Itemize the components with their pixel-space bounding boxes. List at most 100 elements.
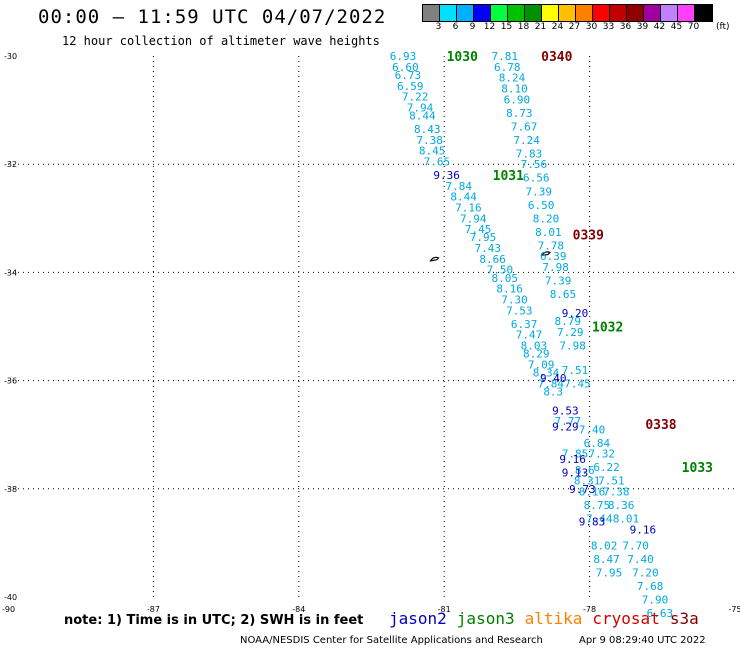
swh-label-s3a: 6.78 [494, 61, 521, 74]
color-scale-label: 3 [435, 22, 442, 32]
swh-label-s3a: 8.20 [533, 212, 560, 225]
swh-label-s3a: 7.81 [492, 50, 519, 63]
swh-label-s3a: 6.84 [584, 437, 611, 450]
color-scale-label: 45 [670, 22, 683, 32]
swh-label-jason3: 7.84 [445, 180, 472, 193]
swh-label-jason3: 6.73 [395, 69, 422, 82]
swh-label-jason2: 9.29 [552, 421, 579, 434]
y-tick-label: -40 [4, 593, 17, 602]
swh-label-jason3: 7.43 [475, 242, 502, 255]
color-scale-swatch [559, 5, 576, 21]
wave-height-color-scale [422, 4, 713, 22]
swh-label-s3a: 8.73 [506, 107, 533, 120]
swh-label-jason3: 6.59 [397, 80, 424, 93]
swh-label-s3a: 8.01 [613, 513, 640, 526]
color-scale-swatch [423, 5, 440, 21]
track-time-label: 0339 [573, 229, 604, 244]
color-scale-unit: (ft) [716, 22, 730, 32]
swh-label-s3a: 7.39 [525, 185, 552, 198]
color-scale-label: 70 [687, 22, 700, 32]
coastline-mark [540, 251, 552, 257]
swh-label-s3a: 6.39 [540, 250, 567, 263]
swh-label-jason3: 7.22 [402, 91, 429, 104]
swh-label-jason2: 9.53 [552, 404, 579, 417]
swh-label-jason3: 8.45 [419, 145, 446, 158]
swh-label-s3a: 7.51 [598, 475, 625, 488]
track-time-label: 0338 [645, 418, 676, 433]
swh-label-s3a: 7.29 [557, 326, 584, 339]
swh-label-s3a: 7.51 [562, 364, 589, 377]
legend-item-s3a: s3a [669, 609, 699, 628]
swh-label-jason2: 9.40 [540, 372, 567, 385]
swh-label-jason3: 8.3 [543, 385, 563, 398]
swh-label-jason2: 9.16 [630, 523, 657, 536]
x-tick-label: -84 [292, 605, 305, 614]
swh-label-s3a: 7.83 [516, 147, 543, 160]
swh-label-jason3: 7.95 [596, 567, 623, 580]
swh-label-s3a: 6.56 [523, 172, 550, 185]
swh-label-jason3: 7.95 [470, 231, 497, 244]
swh-label-jason3: 7.50 [487, 264, 514, 277]
color-scale-label: 24 [551, 22, 564, 32]
swh-label-s3a: 7.78 [538, 239, 565, 252]
swh-label-s3a: 8.65 [550, 288, 577, 301]
grid-layer [8, 56, 735, 597]
swh-label-jason3: 8.16 [579, 486, 606, 499]
coastline-marks [429, 251, 552, 262]
color-scale-label: 15 [500, 22, 513, 32]
y-tick-label: -32 [4, 160, 17, 169]
track-time-labels: 1030 0340 1031 0339 1032 0338 1033 [447, 50, 713, 476]
swh-label-s3a: 7.98 [542, 261, 569, 274]
swh-label-jason2: 9.16 [559, 453, 586, 466]
swh-label-jason2: 9.20 [562, 307, 589, 320]
color-scale-label: 6 [452, 22, 459, 32]
swh-data-labels: 6.936.606.736.597.227.948.448.437.388.45… [390, 50, 673, 620]
swh-label-jason3: 7.53 [506, 304, 533, 317]
swh-label-jason3: 8.44 [409, 110, 436, 123]
y-tick-label: -38 [4, 485, 17, 494]
swh-label-jason3: 7.09 [528, 358, 555, 371]
swh-label-s3a: 7.56 [521, 158, 548, 171]
swh-label-jason3: 7.44 [586, 513, 613, 526]
color-scale-swatch [474, 5, 491, 21]
color-scale-swatch [576, 5, 593, 21]
track-time-label: 1033 [682, 461, 713, 476]
swh-label-s3a: 8.24 [499, 72, 526, 85]
swh-label-jason3: 8.34 [533, 366, 560, 379]
swh-label-jason2: 9.13 [562, 467, 589, 480]
color-scale-label: 27 [568, 22, 581, 32]
color-scale-swatch [491, 5, 508, 21]
swh-label-jason3: 7.16 [455, 201, 482, 214]
footer-note: note: 1) Time is in UTC; 2) SWH is in fe… [64, 613, 364, 628]
swh-label-jason3: 6.37 [511, 318, 538, 331]
color-scale-swatch [440, 5, 457, 21]
swh-label-jason3: 8.47 [593, 553, 620, 566]
color-scale-swatch [593, 5, 610, 21]
footer-timestamp: Apr 9 08:29:40 UTC 2022 [579, 635, 706, 646]
swh-label-s3a: 7.68 [637, 580, 664, 593]
legend-item-altika: altika [524, 609, 583, 628]
swh-label-s3a: 7.32 [588, 448, 615, 461]
swh-label-s3a: 6.50 [528, 199, 555, 212]
swh-label-s3a: 7.20 [632, 567, 659, 580]
swh-label-jason2: 9.73 [569, 483, 596, 496]
swh-label-s3a: 6.63 [647, 607, 674, 620]
axis-tick-labels: -30 -32 -34 -36 -38 -40 -90 -87 -84 -81 -78 -75 [2, 52, 740, 614]
color-scale-swatch [661, 5, 678, 21]
swh-label-s3a: 7.70 [622, 540, 649, 553]
swh-label-jason2: 9.36 [433, 169, 460, 182]
swh-label-jason3: 8.75 [584, 499, 611, 512]
coastline-mark [429, 256, 440, 262]
swh-label-jason3: 7.94 [460, 212, 487, 225]
swh-label-jason3: 7.94 [407, 101, 434, 114]
color-scale-swatch [508, 5, 525, 21]
color-scale-swatch [627, 5, 644, 21]
swh-label-jason3: 7.38 [416, 134, 443, 147]
swh-label-s3a: 7.40 [579, 423, 606, 436]
color-scale-label: 33 [602, 22, 615, 32]
swh-label-s3a: 8.10 [501, 82, 528, 95]
y-tick-label: -36 [4, 377, 17, 386]
legend-item-cryosat: cryosat [592, 609, 660, 628]
color-scale-label: 12 [483, 22, 496, 32]
